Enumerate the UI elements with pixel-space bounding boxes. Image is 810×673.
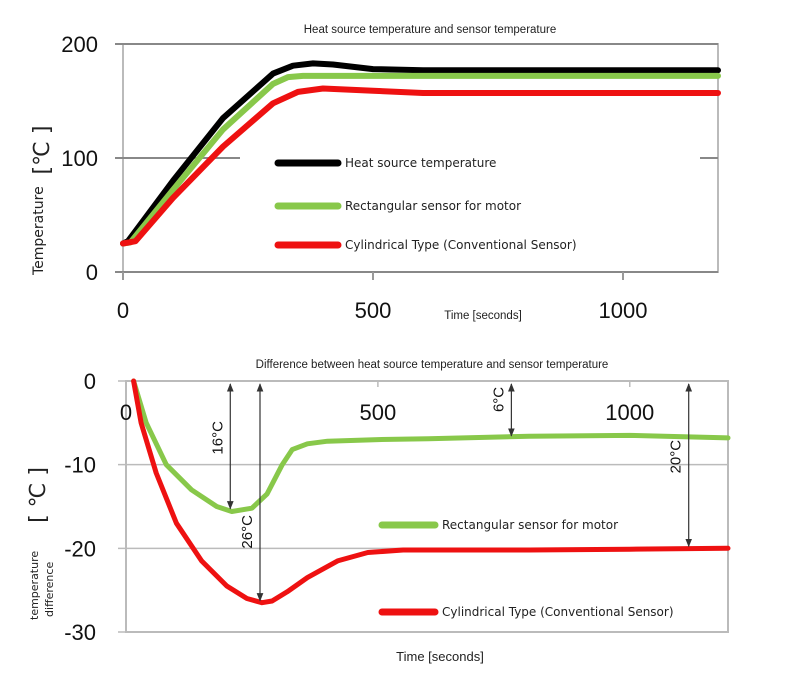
top-chart: Heat source temperature and sensor tempe… [30,24,721,323]
legend-label-heat-source-temperature: Heat source temperature [345,156,496,170]
x-tick-label: 0 [117,298,129,323]
legend-label-rectangular-sensor-for-motor: Rectangular sensor for motor [442,518,618,532]
annotation-label: 6°C [490,387,507,412]
y-tick-label: 0 [84,369,96,394]
x-tick-label: 500 [360,400,397,425]
x-tick-label: 0 [120,400,132,425]
series-line-cylindrical-type-conventional-sensor [131,378,731,606]
series-line-heat-source-temperature [120,60,721,247]
bottom-chart-xlabel: Time [seconds] [396,649,484,664]
bottom-chart: Difference between heat source temperatu… [26,359,731,664]
bottom-chart-ylabel-line1: temperature [28,551,41,620]
legend-label-cylindrical-type-conventional-sensor: Cylindrical Type (Conventional Sensor) [442,605,674,619]
x-tick-label: 1000 [599,298,648,323]
bottom-chart-yunit: [ ℃ ] [26,467,51,523]
top-chart-yunit: [℃ ] [30,126,55,175]
legend-label-rectangular-sensor-for-motor: Rectangular sensor for motor [345,199,521,213]
series-line-rectangular-sensor-for-motor [131,378,731,514]
bottom-chart-ylabel-line2: difference [43,562,56,617]
annotation-label: 20°C [668,440,685,474]
bottom-chart-title: Difference between heat source temperatu… [256,359,609,371]
y-tick-label: 0 [86,260,98,285]
top-chart-title: Heat source temperature and sensor tempe… [304,24,557,36]
y-tick-label: -20 [64,536,96,561]
top-chart-ylabel: Temperature [31,186,47,276]
y-tick-label: 100 [61,146,98,171]
x-tick-label: 1000 [605,400,654,425]
top-chart-xlabel: Time [seconds] [444,310,522,322]
y-tick-label: -10 [64,453,96,478]
series-line-rectangular-sensor-for-motor [120,72,721,247]
legend-label-cylindrical-type-conventional-sensor: Cylindrical Type (Conventional Sensor) [345,238,577,252]
x-tick-label: 500 [355,298,392,323]
y-tick-label: -30 [64,620,96,645]
series-line-cylindrical-type-conventional-sensor [120,85,721,247]
annotation-label: 16°C [209,421,226,455]
annotation-label: 26°C [239,515,256,549]
y-tick-label: 200 [61,32,98,57]
